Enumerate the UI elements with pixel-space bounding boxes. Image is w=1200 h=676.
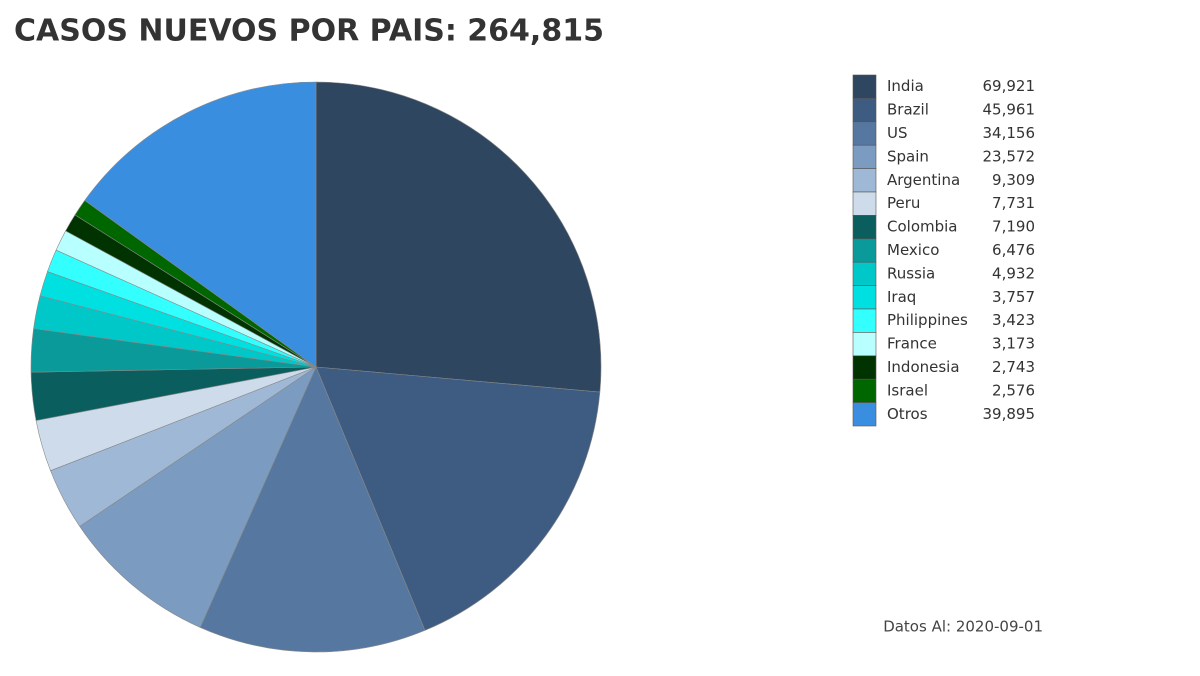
pie-slice [315,81,602,393]
legend-swatch [852,332,877,357]
legend-label: Russia [887,264,935,282]
legend-swatch [852,238,877,263]
legend-swatch [852,308,877,333]
legend-value: 7,731 [992,194,1035,212]
legend-label: India [887,77,924,95]
legend-value: 2,743 [992,358,1035,376]
annotation: Datos Al: 2020-09-01 [883,618,1043,636]
legend-label: Philippines [887,311,968,329]
legend-label: Colombia [887,218,958,236]
legend-label: Brazil [887,101,929,119]
legend-label: Spain [887,147,929,165]
pie-slice [315,366,601,631]
legend-value: 3,423 [992,311,1035,329]
legend-label: Israel [887,381,928,399]
legend-value: 23,572 [983,147,1036,165]
legend-value: 3,757 [992,288,1035,306]
pie-slice [84,81,317,368]
legend-swatch [852,168,877,193]
legend-label: Mexico [887,241,939,259]
legend-swatch [852,215,877,240]
legend-swatch [852,285,877,310]
legend-value: 9,309 [992,171,1035,189]
legend-value: 2,576 [992,381,1035,399]
legend-swatch [852,191,877,216]
legend-value: 3,173 [992,335,1035,353]
legend-swatch [852,98,877,123]
legend-swatch [852,261,877,286]
legend-value: 7,190 [992,218,1035,236]
legend-label: Indonesia [887,358,960,376]
pie-slice [199,366,426,653]
legend-label: Argentina [887,171,960,189]
legend-label: US [887,124,908,142]
legend-value: 45,961 [983,101,1036,119]
legend-value: 4,932 [992,264,1035,282]
legend-swatch [852,355,877,380]
legend-swatch [852,402,877,427]
chart-title: CASOS NUEVOS POR PAIS: 264,815 [14,14,604,49]
legend-value: 34,156 [983,124,1036,142]
pie-slice [79,366,317,628]
legend-swatch [852,121,877,146]
legend-label: France [887,335,937,353]
legend-value: 69,921 [983,77,1036,95]
legend-swatch [852,74,877,99]
legend-value: 6,476 [992,241,1035,259]
legend-label: Peru [887,194,920,212]
legend-label: Iraq [887,288,916,306]
legend-value: 39,895 [983,405,1036,423]
legend-label: Otros [887,405,928,423]
legend-swatch [852,144,877,169]
legend-swatch [852,378,877,403]
